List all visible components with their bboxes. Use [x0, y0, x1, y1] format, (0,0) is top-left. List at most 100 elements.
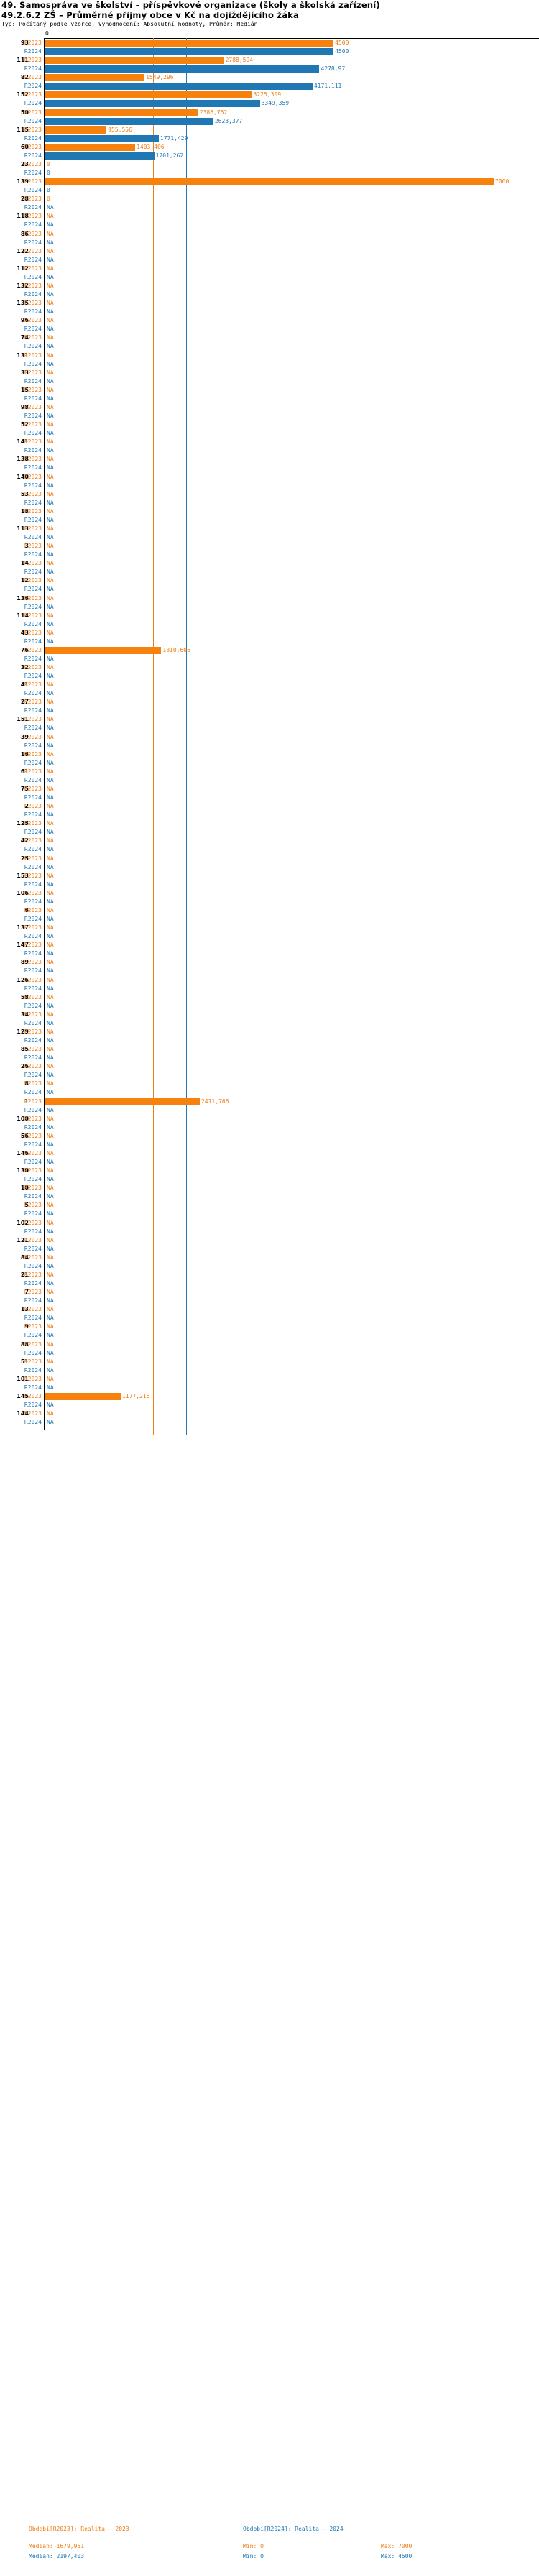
category-label: 34 — [20, 1011, 29, 1018]
series-label: R2023 — [24, 855, 42, 862]
series-label: R2024 — [24, 586, 42, 593]
bar-value-label: NA — [47, 803, 54, 810]
category-label: 88 — [20, 1340, 29, 1348]
series-label: R2024 — [24, 776, 42, 783]
bar-value-label: NA — [47, 221, 54, 229]
series-label: R2023 — [24, 1271, 42, 1278]
bar-value-label: NA — [47, 1063, 54, 1070]
gridline-median-2023 — [152, 38, 154, 1435]
bar-value-label: NA — [47, 967, 54, 975]
series-label: R2024 — [24, 742, 42, 749]
chart-row: 93 R2023 4500 R2024 4500 — [0, 39, 539, 56]
series-label: R2023 — [24, 74, 42, 81]
series-label: R2023 — [24, 1358, 42, 1365]
chart-row: 34 R2023 NA R2024 NA — [0, 1011, 539, 1028]
bar-series-R2023: R2023 NA — [0, 906, 539, 915]
bar-value-label: NA — [47, 916, 54, 923]
bar-series-R2023: R2023 NA — [0, 1322, 539, 1331]
series-label: R2024 — [24, 759, 42, 766]
category-label: 130 — [17, 1167, 29, 1174]
bar-series-R2024: R2024 NA — [0, 1245, 539, 1254]
bar-value-label: 955,556 — [108, 126, 132, 133]
bar — [45, 1098, 200, 1105]
series-label: R2024 — [24, 811, 42, 819]
bar-series-R2024: R2024 NA — [0, 863, 539, 872]
series-label: R2023 — [24, 507, 42, 515]
chart-row: 126 R2023 NA R2024 NA — [0, 976, 539, 993]
bar-series-R2024: R2024 NA — [0, 898, 539, 906]
chart-footer: Období[R2023]: Realita – 2023 Období[R20… — [0, 2524, 539, 2562]
bar-value-label: NA — [47, 551, 54, 558]
category-label: 112 — [17, 264, 29, 272]
chart-row: 85 R2023 NA R2024 NA — [0, 1045, 539, 1062]
bar-value-label: NA — [47, 1271, 54, 1278]
bar-series-R2023: R2023 NA — [0, 1271, 539, 1279]
bar-series-R2023: R2023 NA — [0, 1236, 539, 1245]
bar-series-R2024: R2024 NA — [0, 1123, 539, 1132]
chart-row: 15 R2023 NA R2024 NA — [0, 386, 539, 403]
bar-series-R2023: R2023 NA — [0, 1080, 539, 1088]
bar — [45, 1392, 121, 1400]
category-label: 5 — [24, 1202, 29, 1209]
bar-series-R2024: R2024 NA — [0, 638, 539, 646]
bar-value-label: NA — [47, 1236, 54, 1243]
bar-value-label: NA — [47, 855, 54, 862]
chart-row: 32 R2023 NA R2024 NA — [0, 663, 539, 681]
bar-value-label: NA — [47, 759, 54, 766]
bar-series-R2024: R2024 NA — [0, 1349, 539, 1358]
series-label: R2023 — [24, 733, 42, 740]
bar-series-R2024: R2024 NA — [0, 967, 539, 975]
bar-series-R2024: R2024 0 — [0, 186, 539, 195]
series-label: R2023 — [24, 1306, 42, 1313]
series-label: R2023 — [24, 282, 42, 289]
bar-value-label: NA — [47, 256, 54, 263]
bar-series-R2024: R2024 NA — [0, 429, 539, 438]
bar-value-label: NA — [47, 776, 54, 783]
series-label: R2024 — [24, 1210, 42, 1218]
chart-row: 137 R2023 NA R2024 NA — [0, 924, 539, 941]
category-label: 50 — [20, 109, 29, 116]
chart-row: 42 R2023 NA R2024 NA — [0, 837, 539, 854]
bar-series-R2023: R2023 NA — [0, 1288, 539, 1297]
series-label: R2024 — [24, 412, 42, 419]
bar-value-label: NA — [47, 976, 54, 983]
bar-series-R2024: R2024 NA — [0, 1088, 539, 1097]
bar-series-R2023: R2023 NA — [0, 455, 539, 464]
bar-series-R2024: R2024 NA — [0, 395, 539, 403]
chart-row: 112 R2023 NA R2024 NA — [0, 264, 539, 282]
axis-top-line — [45, 38, 539, 39]
bar-series-R2024: R2024 NA — [0, 1210, 539, 1218]
bar-value-label: NA — [47, 664, 54, 671]
bar-value-label: NA — [47, 1037, 54, 1044]
series-label: R2023 — [24, 160, 42, 167]
category-label: 136 — [17, 594, 29, 602]
bar-series-R2024: R2024 NA — [0, 482, 539, 490]
category-label: 14 — [20, 560, 29, 567]
series-label: R2023 — [24, 334, 42, 341]
bar-series-R2023: R2023 NA — [0, 1149, 539, 1158]
bar-value-label: 1701,262 — [155, 152, 184, 159]
bar-value-label: NA — [47, 560, 54, 567]
category-label: 42 — [20, 837, 29, 845]
bar-value-label: NA — [47, 421, 54, 428]
legend-2023: Období[R2023]: Realita – 2023 — [29, 2526, 129, 2532]
bar-value-label: NA — [47, 264, 54, 272]
chart-row: 39 R2023 NA R2024 NA — [0, 733, 539, 750]
bar-series-R2023: R2023 NA — [0, 507, 539, 516]
series-label: R2024 — [24, 343, 42, 350]
chart-row: 7 R2023 NA R2024 NA — [0, 1288, 539, 1305]
bar-value-label: 1177,215 — [121, 1392, 150, 1399]
bar-series-R2024: R2024 NA — [0, 845, 539, 854]
bar-series-R2023: R2023 NA — [0, 403, 539, 412]
bar-rows: 93 R2023 4500 R2024 4500 111 R2023 2788,594 R202… — [0, 39, 539, 1427]
bar — [45, 83, 313, 91]
bar-series-R2023: R2023 NA — [0, 1167, 539, 1175]
stats-row-2024: Medián: 2197,403 Min: 0 Max: 4500 — [0, 2552, 539, 2562]
bar-value-label: NA — [47, 247, 54, 254]
series-label: R2024 — [24, 1037, 42, 1044]
category-label: 53 — [20, 490, 29, 497]
series-label: R2024 — [24, 933, 42, 940]
series-label: R2023 — [24, 1029, 42, 1036]
bar-value-label: NA — [47, 438, 54, 446]
bar-value-label: NA — [47, 1089, 54, 1096]
